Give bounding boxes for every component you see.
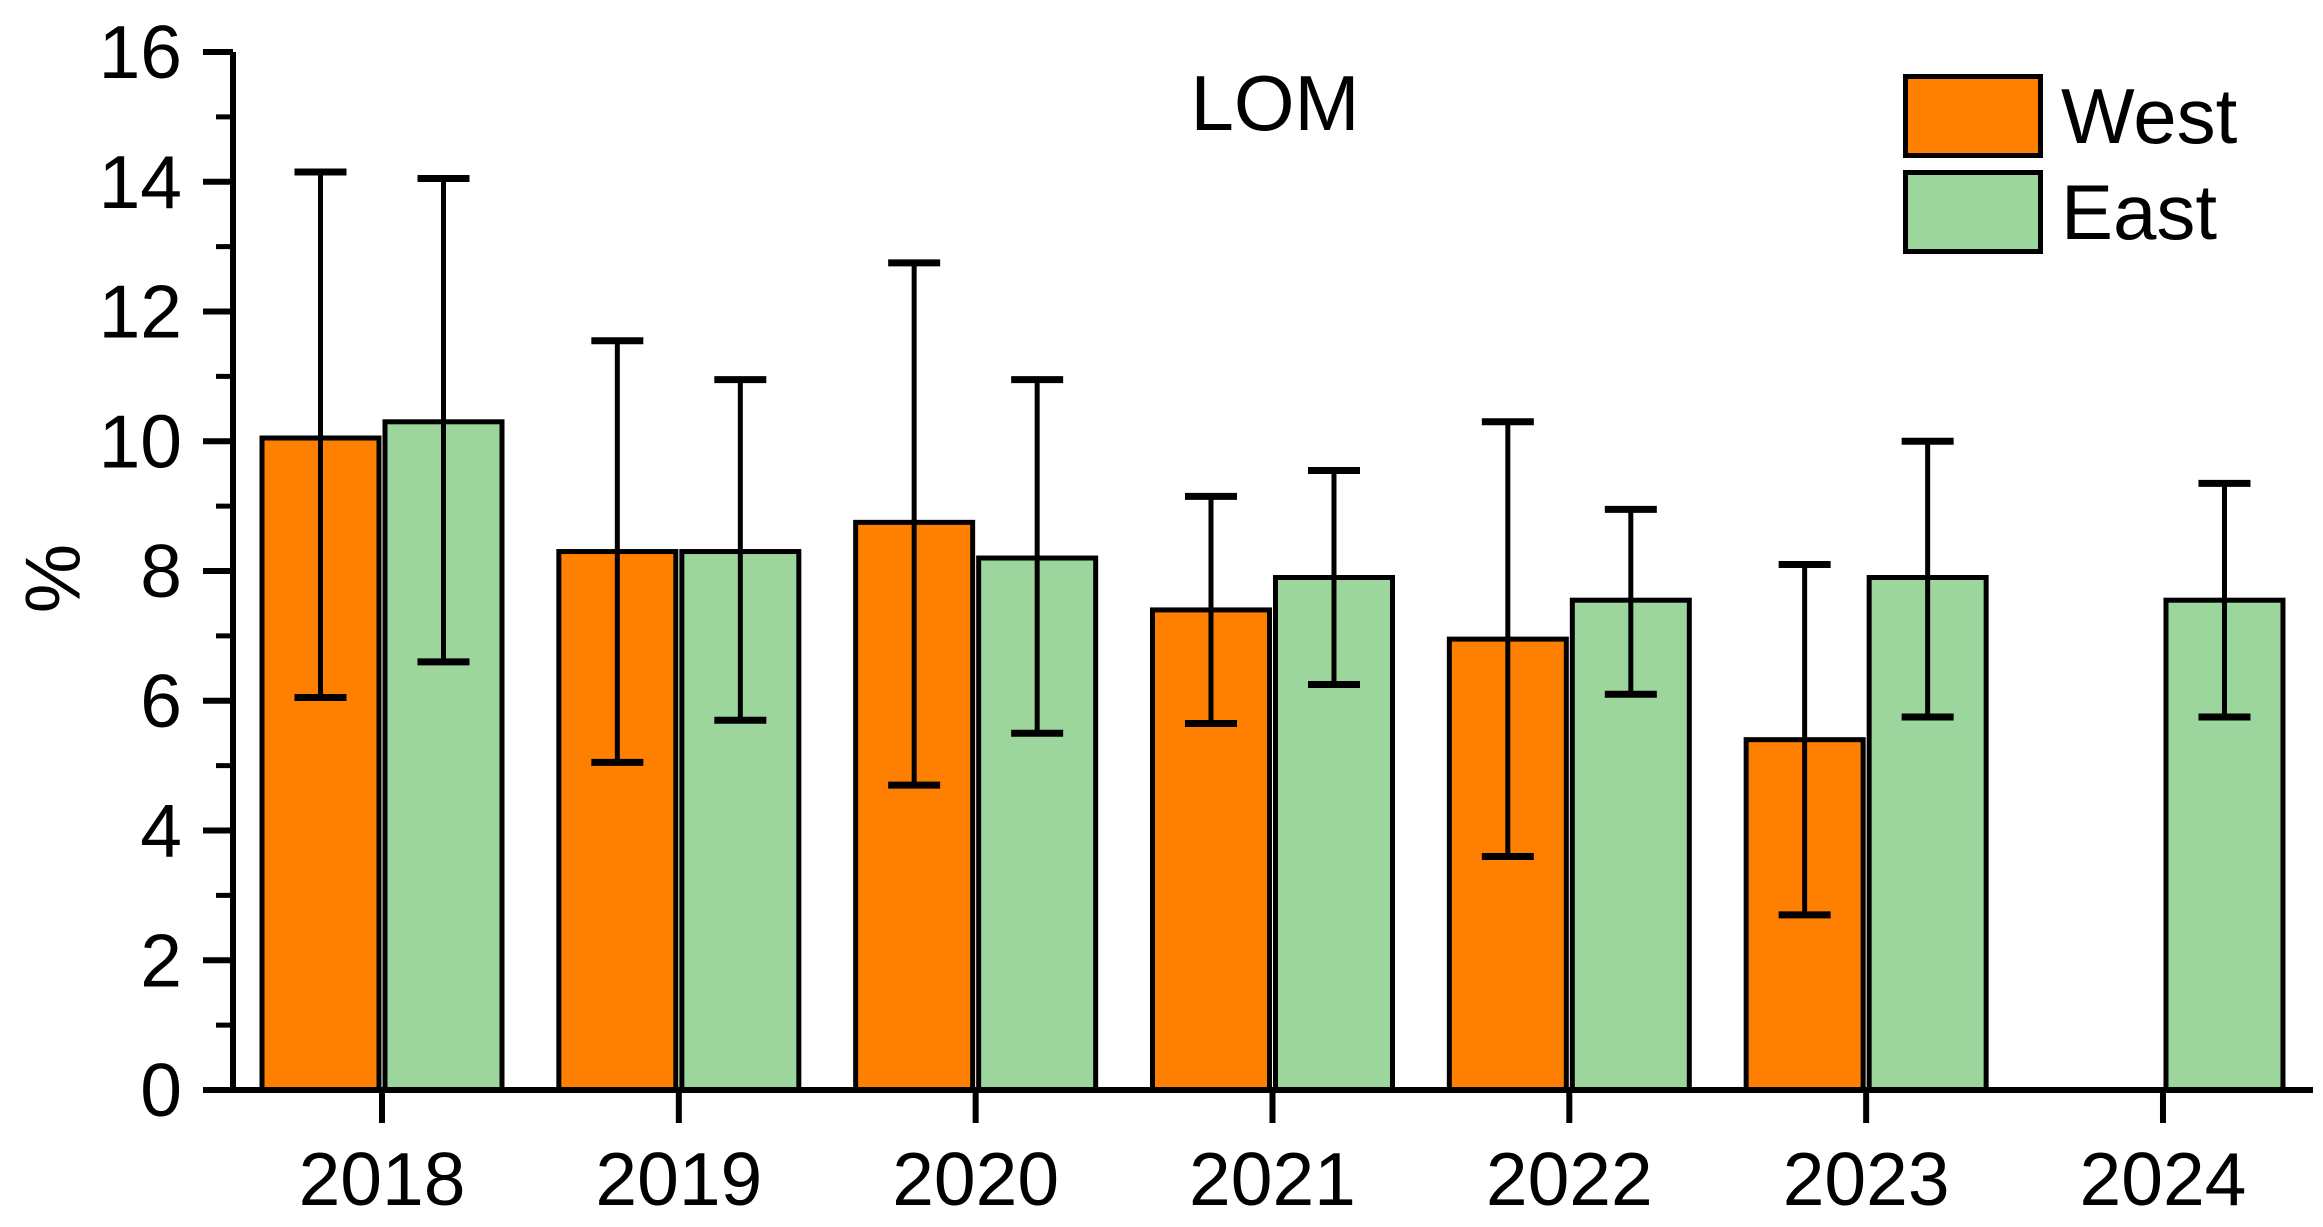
y-tick-label: 4	[140, 789, 182, 873]
x-tick-label: 2022	[1486, 1137, 1653, 1221]
chart-title: LOM	[1190, 59, 1360, 147]
legend-label-west: West	[2061, 72, 2238, 160]
x-tick-label: 2020	[892, 1137, 1059, 1221]
legend-swatch-west-icon	[1903, 74, 2043, 158]
y-tick-label: 0	[140, 1048, 182, 1132]
y-tick-label: 14	[99, 140, 182, 224]
bar-west-2021	[1149, 607, 1272, 1093]
legend: West East	[1903, 74, 2237, 254]
legend-swatch-east-icon	[1903, 170, 2043, 254]
y-axis-title: %	[8, 543, 97, 614]
x-tick-label: 2018	[299, 1137, 466, 1221]
x-tick-label: 2019	[595, 1137, 762, 1221]
legend-item-east: East	[1903, 170, 2237, 254]
y-tick-label: 10	[99, 399, 182, 483]
x-tick-label: 2023	[1783, 1137, 1950, 1221]
x-tick-label: 2024	[2080, 1137, 2247, 1221]
y-tick-label: 2	[140, 918, 182, 1002]
legend-label-east: East	[2061, 168, 2218, 256]
y-tick-label: 8	[140, 529, 182, 613]
x-tick-label: 2021	[1189, 1137, 1356, 1221]
y-tick-label: 16	[99, 10, 182, 94]
y-tick-label: 12	[99, 270, 182, 354]
y-tick-label: 6	[140, 659, 182, 743]
legend-item-west: West	[1903, 74, 2237, 158]
